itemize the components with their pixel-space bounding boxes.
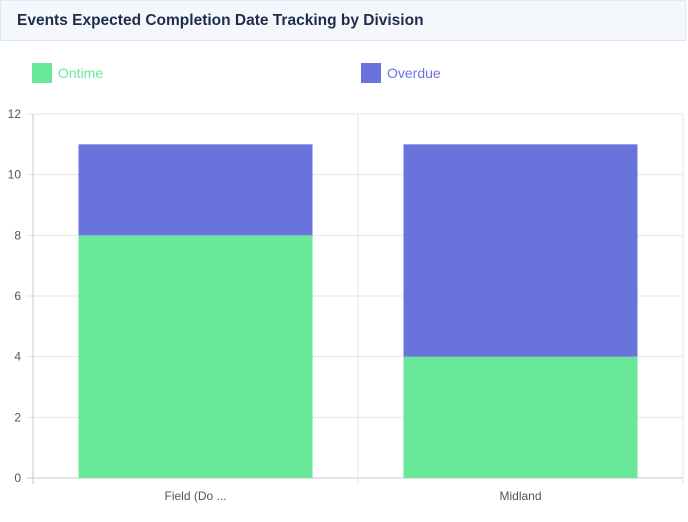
y-tick-label: 4: [14, 350, 21, 364]
legend-label-ontime: Ontime: [58, 65, 104, 81]
legend-item-ontime[interactable]: Ontime: [32, 62, 103, 84]
card-header: Events Expected Completion Date Tracking…: [0, 0, 686, 41]
bar-ontime-1: [78, 235, 313, 478]
x-tick-label: Field (Do ...: [164, 489, 226, 503]
legend-swatch-ontime: [32, 63, 52, 83]
y-tick-label: 6: [14, 289, 21, 303]
bar-ontime-2: [403, 356, 638, 478]
legend-swatch-overdue: [361, 63, 381, 83]
y-tick-label: 2: [14, 410, 21, 424]
y-tick-label: 0: [14, 471, 21, 485]
y-tick-label: 10: [8, 168, 22, 182]
legend-label-overdue: Overdue: [387, 65, 441, 81]
legend-item-overdue[interactable]: Overdue: [361, 62, 441, 84]
bar-overdue-2: [403, 144, 638, 357]
y-tick-label: 12: [8, 107, 22, 121]
chart-title: Events Expected Completion Date Tracking…: [17, 12, 424, 29]
y-tick-label: 8: [14, 228, 21, 242]
bar-overdue-1: [78, 144, 313, 236]
x-tick-label: Midland: [499, 489, 541, 503]
